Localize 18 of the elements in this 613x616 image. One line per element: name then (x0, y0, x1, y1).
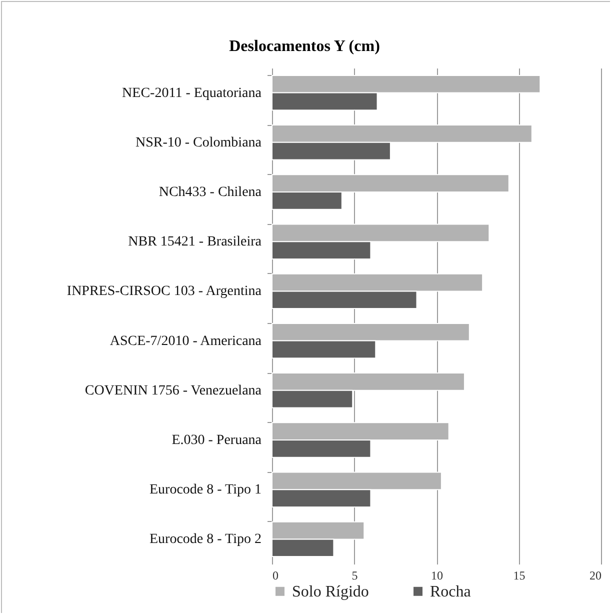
y-tick-label: NEC-2011 - Equatoriana (122, 86, 262, 101)
y-tick-label: ASCE-7/2010 - Americana (110, 334, 262, 349)
x-tick-label: 15 (513, 568, 526, 582)
y-tick-label: Eurocode 8 - Tipo 1 (150, 482, 262, 498)
x-tick-label: 10 (431, 568, 443, 582)
y-tick-label: NBR 15421 - Brasileira (128, 234, 262, 250)
y-tick-label: INPRES-CIRSOC 103 - Argentina (66, 284, 262, 300)
x-tick-label: 5 (352, 568, 358, 582)
y-tick-label: E.030 - Peruana (172, 433, 262, 448)
x-tick-label: 20 (590, 568, 602, 582)
y-tick-label: COVENIN 1756 - Venezuelana (84, 383, 262, 398)
x-tick-label: 0 (272, 568, 278, 582)
y-tick-label: NCh433 - Chilena (158, 185, 262, 200)
chart-title: Deslocamentos Y (cm) (229, 38, 380, 55)
legend-label: Solo Rígido (292, 583, 369, 600)
y-tick-label: Eurocode 8 - Tipo 2 (150, 532, 262, 548)
y-tick-label: NSR-10 - Colombiana (136, 135, 262, 150)
legend-label: Rocha (430, 583, 471, 600)
